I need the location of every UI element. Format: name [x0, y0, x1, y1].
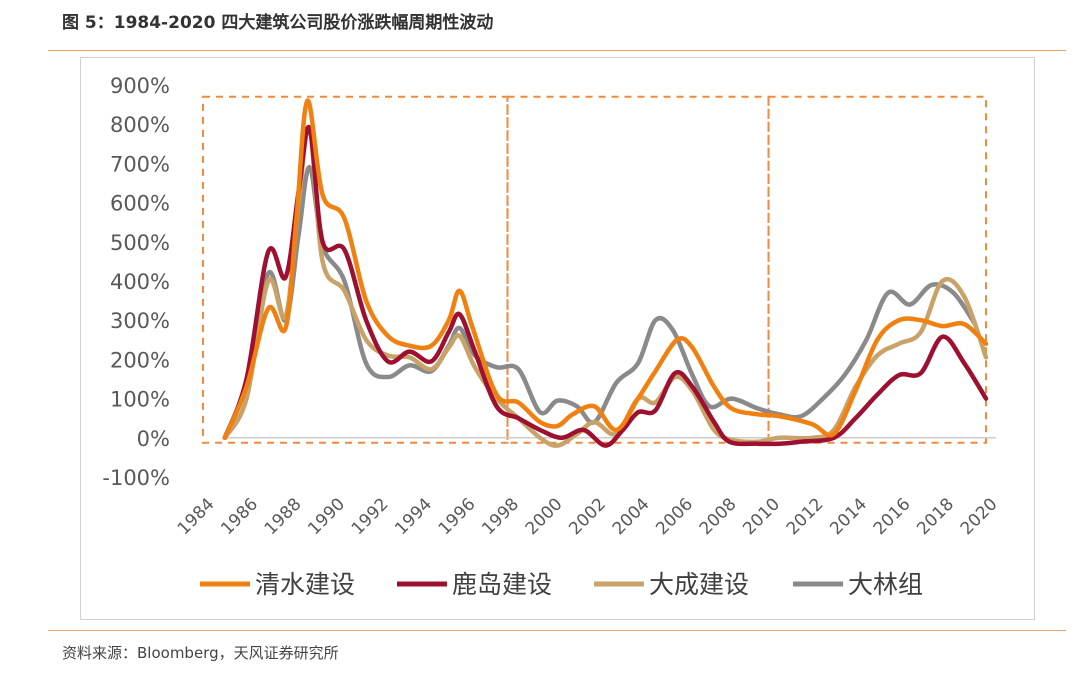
cycle-box: [506, 95, 770, 444]
figure-title: 图 5：1984-2020 四大建筑公司股价涨跌幅周期性波动: [62, 13, 494, 33]
legend-label: 清水建设: [255, 570, 355, 599]
x-tick-label: 1986: [217, 494, 262, 539]
x-tick-label: 2016: [870, 494, 915, 539]
y-tick-label: 300%: [110, 309, 170, 333]
x-tick-label: 1994: [391, 494, 436, 539]
x-tick-label: 1998: [478, 494, 523, 539]
y-tick-label: 800%: [110, 113, 170, 137]
x-tick-label: 2010: [739, 494, 784, 539]
x-tick-label: 2014: [826, 494, 871, 539]
y-tick-label: 500%: [110, 231, 170, 255]
y-tick-label: 400%: [110, 270, 170, 294]
x-tick-label: 1992: [348, 494, 393, 539]
legend-label: 鹿岛建设: [452, 570, 552, 599]
x-tick-label: 2006: [652, 494, 697, 539]
series-line-0: [222, 98, 989, 441]
cycle-box: [767, 95, 987, 444]
x-tick-label: 2018: [913, 494, 958, 539]
series-line-1: [222, 124, 989, 448]
legend-label: 大林组: [848, 570, 923, 599]
y-tick-label: 200%: [110, 348, 170, 372]
cycle-boxes: [202, 95, 987, 444]
top-divider: [48, 50, 1066, 51]
legend-label: 大成建设: [649, 570, 749, 599]
y-tick-label: -100%: [102, 466, 170, 490]
x-tick-label: 2020: [957, 494, 1002, 539]
y-tick-label: 900%: [110, 74, 170, 98]
y-tick-label: 600%: [110, 192, 170, 216]
x-tick-label: 2002: [565, 494, 610, 539]
source-note: 资料来源：Bloomberg，天风证券研究所: [62, 644, 339, 662]
bottom-divider: [48, 630, 1066, 631]
legend: 清水建设 鹿岛建设 大成建设 大林组: [200, 570, 923, 599]
y-tick-label: 0%: [137, 427, 170, 451]
x-tick-label: 2012: [783, 494, 828, 539]
x-tick-label: 1988: [261, 494, 306, 539]
chart-frame: [80, 57, 1035, 620]
x-tick-label: 1996: [435, 494, 480, 539]
y-tick-label: 100%: [110, 388, 170, 412]
x-tick-label: 1990: [304, 494, 349, 539]
x-tick-label: 1984: [174, 494, 219, 539]
y-axis-ticks: 900% 800% 700% 600% 500% 400% 300% 200% 100% 0% -1…: [102, 74, 170, 490]
x-tick-label: 2000: [522, 494, 567, 539]
series-lines: [222, 98, 989, 448]
x-tick-label: 2008: [696, 494, 741, 539]
x-tick-label: 2004: [609, 494, 654, 539]
x-axis-ticks: 1984198619881990199219941996199820002002…: [174, 494, 1002, 539]
y-tick-label: 700%: [110, 152, 170, 176]
